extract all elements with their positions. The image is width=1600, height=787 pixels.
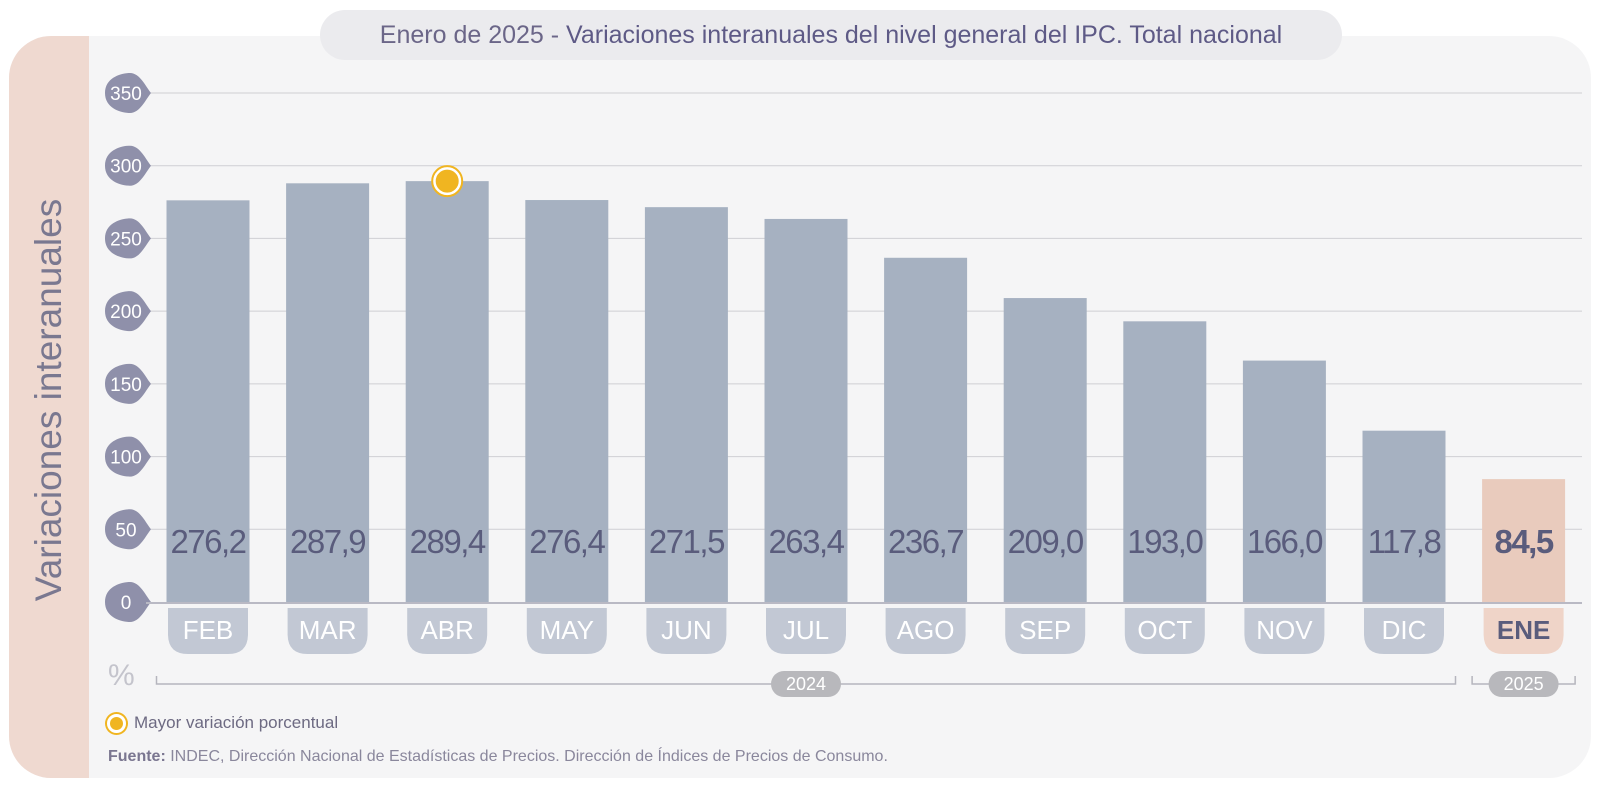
month-pill	[1124, 608, 1205, 654]
y-tick-marker	[105, 145, 151, 186]
y-tick-label: 150	[110, 375, 142, 396]
y-tick-label: 300	[110, 157, 142, 178]
bar-value-label: 236,7	[888, 523, 963, 560]
month-pill	[1244, 608, 1325, 654]
legend-label: Mayor variación porcentual	[134, 713, 339, 732]
bar-value-label: 276,4	[529, 523, 605, 560]
y-tick-marker	[105, 363, 151, 404]
y-tick-label: 0	[121, 593, 132, 614]
month-pill	[526, 608, 607, 654]
source-note: Fuente: INDEC, Dirección Nacional de Est…	[108, 748, 888, 766]
max-variation-marker-ring	[431, 165, 464, 198]
year-pill	[771, 671, 841, 697]
bar-value-label: 276,2	[170, 523, 245, 560]
y-tick-marker	[105, 509, 151, 550]
year-label: 2025	[1504, 674, 1544, 694]
bar-may	[525, 200, 609, 602]
bar-value-label: 263,4	[768, 523, 844, 560]
bar-jun	[644, 207, 728, 602]
chart-panel: Variaciones interanuales	[9, 36, 1591, 778]
month-label: NOV	[1256, 615, 1313, 645]
month-pill	[168, 608, 248, 654]
month-pill	[1005, 608, 1086, 654]
month-pill	[287, 608, 368, 654]
bar-oct	[1123, 321, 1207, 602]
bar-nov	[1242, 360, 1326, 602]
bar-value-label: 209,0	[1008, 523, 1084, 560]
y-tick-label: 100	[110, 448, 142, 469]
bar-value-label: 193,0	[1127, 523, 1203, 560]
month-pill	[766, 608, 846, 654]
side-band	[9, 36, 89, 778]
y-tick-marker	[105, 73, 151, 113]
chart-title: Enero de 2025 - Variaciones interanuales…	[320, 10, 1342, 60]
bar-value-label: 287,9	[290, 523, 365, 560]
y-tick-marker	[105, 582, 151, 622]
bar-value-label: 117,8	[1368, 523, 1441, 560]
bar-value-label: 166,0	[1247, 523, 1323, 560]
month-label: JUL	[783, 615, 829, 645]
bar-value-label: 289,4	[410, 523, 486, 560]
source-label: Fuente:	[108, 748, 166, 765]
bar-sep	[1003, 298, 1087, 602]
month-pill	[407, 608, 488, 654]
month-label: ENE	[1497, 615, 1550, 645]
y-tick-marker	[105, 291, 151, 332]
y-tick-label: 50	[115, 520, 136, 541]
year-label: 2024	[786, 674, 826, 694]
y-tick-marker	[105, 436, 151, 477]
legend: Mayor variación porcentual	[107, 713, 338, 733]
month-label: OCT	[1137, 615, 1192, 645]
year-pill	[1488, 671, 1559, 697]
bar-value-label: 271,5	[649, 523, 724, 560]
bar-jul	[764, 218, 848, 602]
month-label: FEB	[183, 615, 234, 645]
y-tick-label: 200	[110, 302, 142, 323]
title-main: Variaciones interanuales del nivel gener…	[566, 20, 1283, 49]
y-tick-label: 250	[110, 229, 142, 250]
max-marker-legend-icon	[107, 713, 126, 733]
source-text: INDEC, Dirección Nacional de Estadística…	[165, 748, 888, 765]
month-label: SEP	[1019, 615, 1071, 645]
bar-abr	[405, 181, 489, 603]
y-tick-marker	[105, 218, 151, 259]
bar-ago	[884, 257, 968, 602]
bar-value-label: 84,5	[1494, 523, 1553, 560]
month-label: AGO	[897, 615, 955, 645]
month-label: DIC	[1382, 615, 1427, 645]
month-label: JUN	[661, 615, 712, 645]
title-separator: -	[543, 20, 567, 49]
max-variation-marker	[432, 166, 462, 196]
month-label: MAR	[299, 615, 357, 645]
y-tick-label: 350	[110, 84, 142, 105]
bar-feb	[166, 200, 250, 602]
month-pill	[1483, 608, 1564, 654]
month-label: MAY	[540, 615, 594, 645]
bar-dic	[1362, 430, 1446, 602]
month-pill	[1364, 608, 1444, 654]
bar-ene	[1482, 479, 1566, 602]
month-label: ABR	[420, 615, 473, 645]
y-unit-label: %	[108, 659, 135, 692]
month-pill	[646, 608, 727, 654]
month-pill	[885, 608, 966, 654]
title-prefix: Enero de 2025	[379, 20, 544, 49]
bar-mar	[286, 183, 370, 602]
